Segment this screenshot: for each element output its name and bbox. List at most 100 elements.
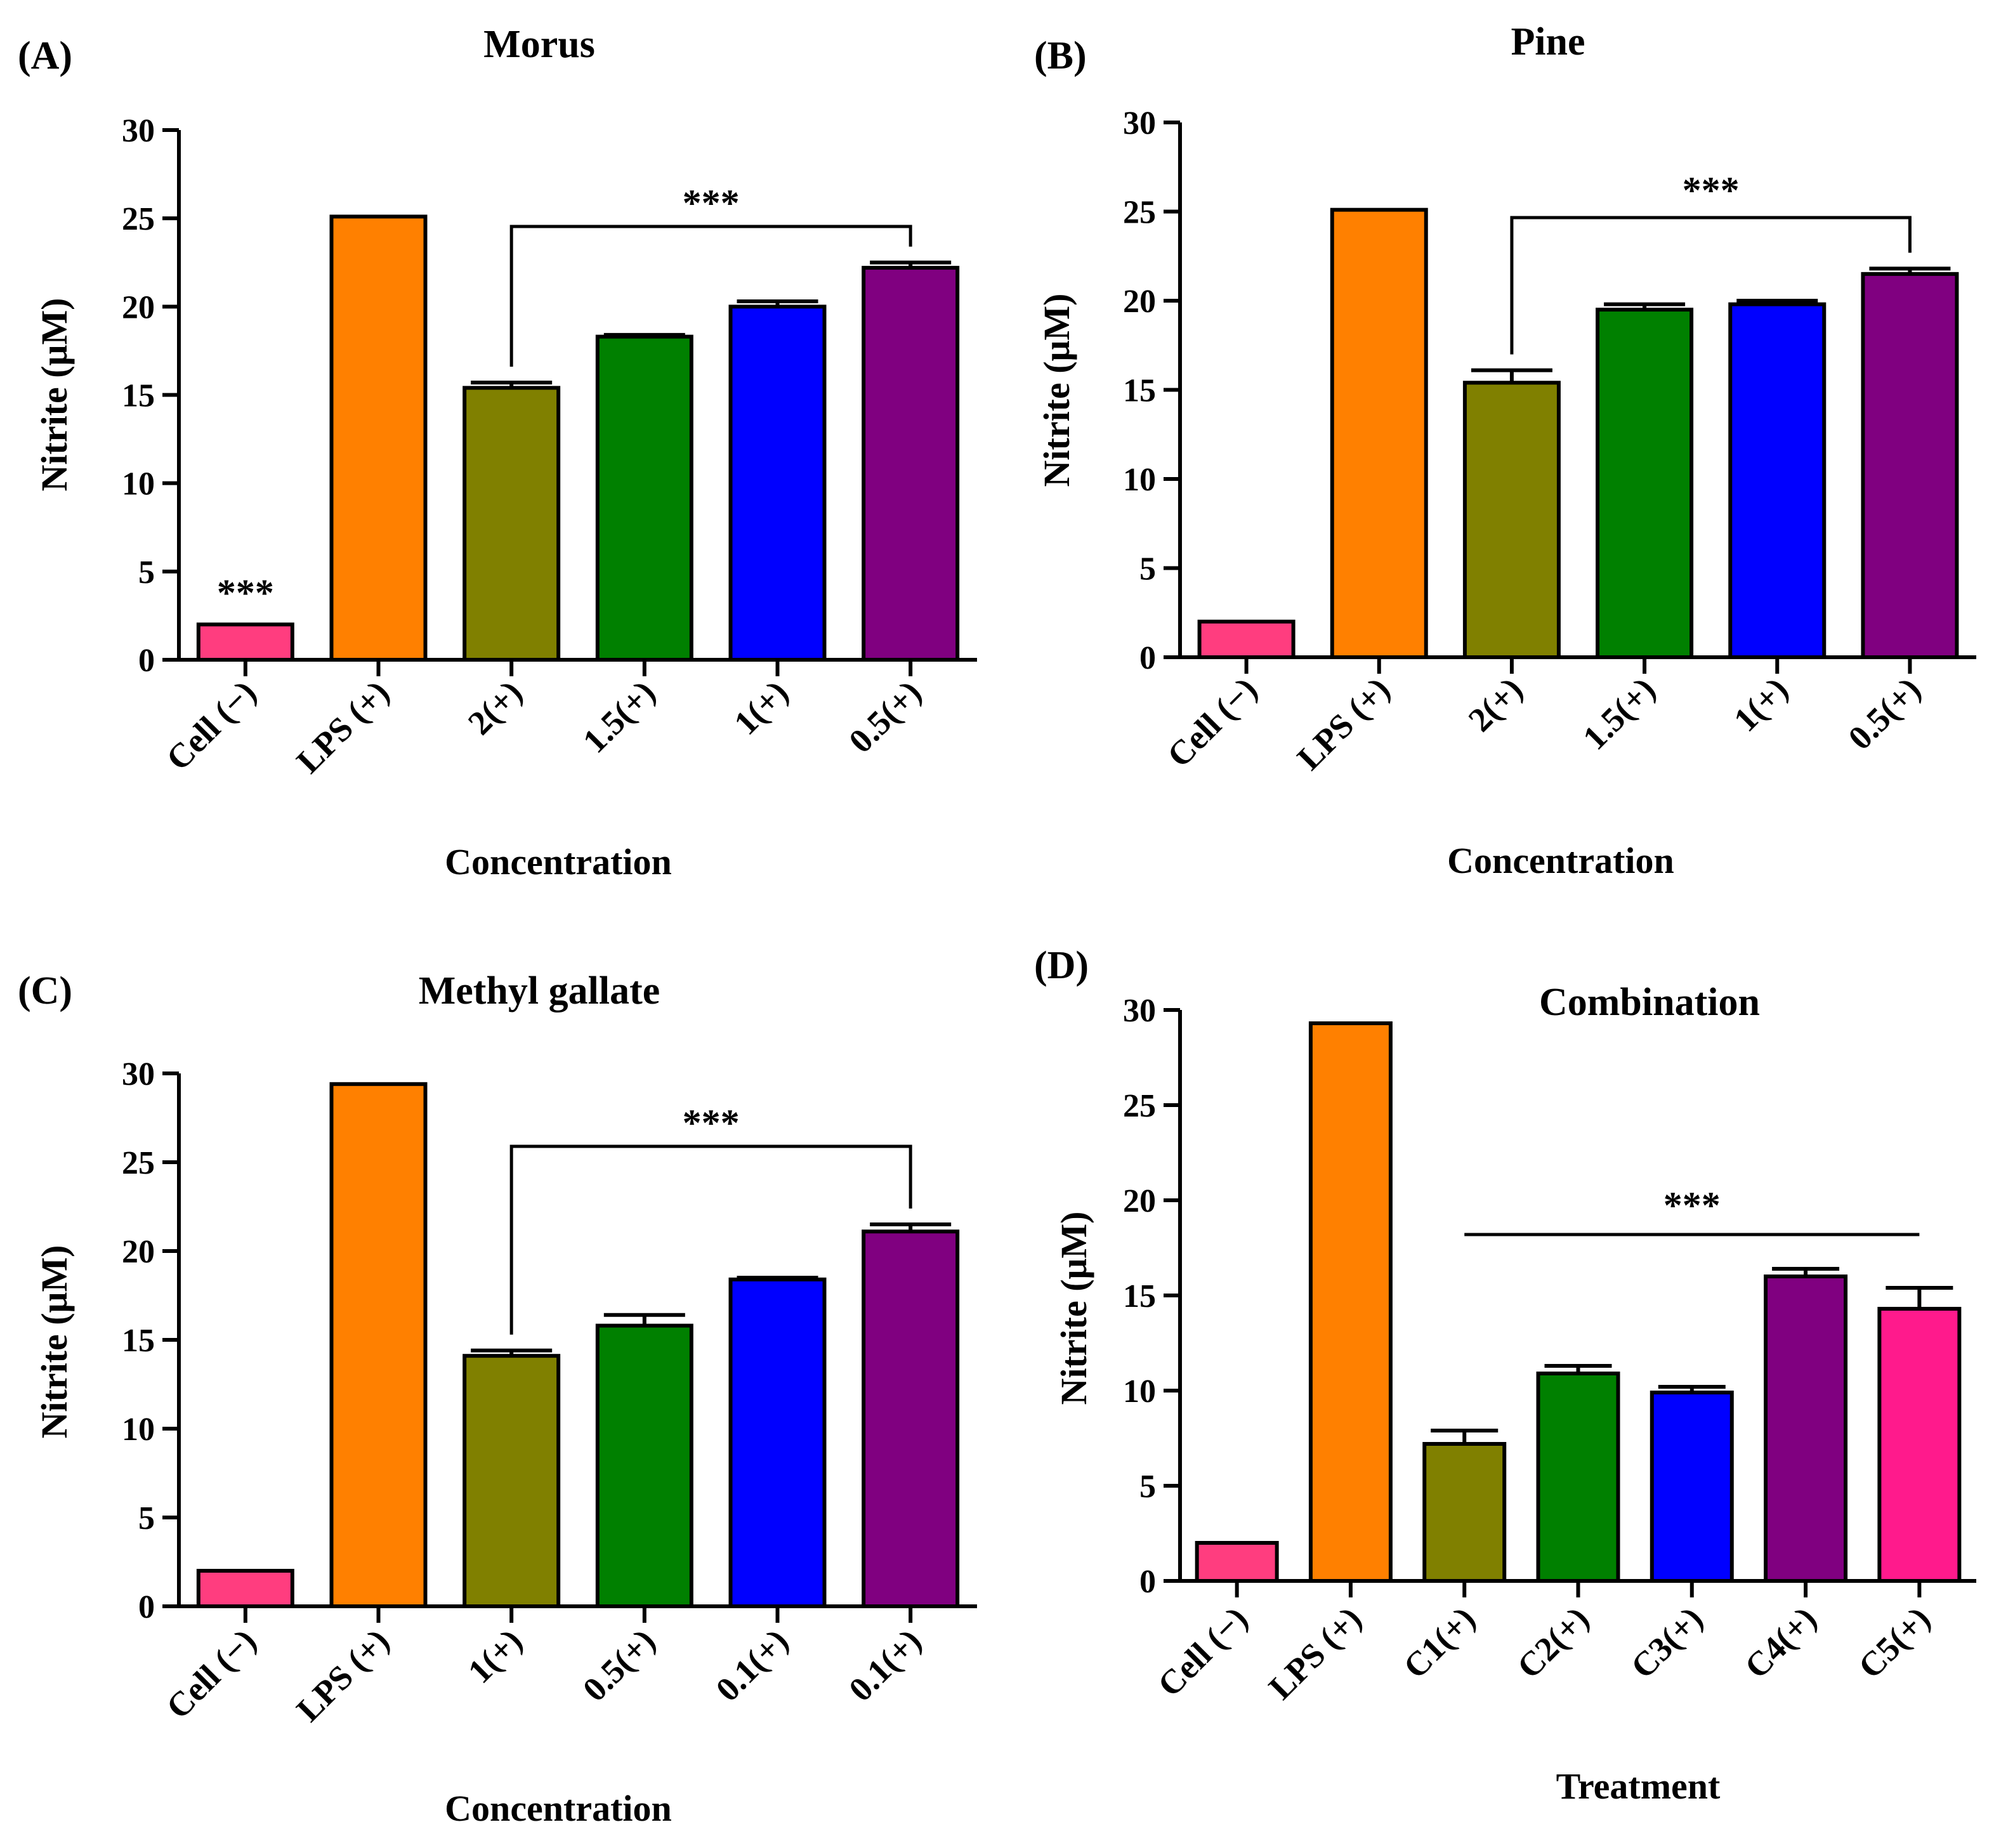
category-label: C5(+)	[1851, 1599, 1938, 1686]
y-tick-label: 5	[138, 1500, 155, 1537]
chart-title: Methyl gallate	[419, 969, 660, 1012]
y-tick-label: 30	[122, 1056, 155, 1092]
category-label: C3(+)	[1624, 1599, 1710, 1686]
bar	[1764, 1275, 1848, 1583]
bar	[595, 1323, 693, 1609]
chart-panel-b: (B) Pine 0 5 10 15 20 25 30 Nitrite (μM) Cell (−) L…	[1034, 20, 1976, 881]
category-label: 0.1(+)	[841, 1622, 928, 1708]
y-tick-label: 20	[122, 289, 155, 325]
category-label: 0.5(+)	[1841, 670, 1928, 757]
bar	[1195, 1541, 1279, 1583]
significance-label: ***	[683, 1102, 740, 1144]
x-axis-title: Concentration	[445, 1788, 672, 1829]
y-tick-label: 0	[138, 643, 155, 679]
category-label: C4(+)	[1737, 1599, 1823, 1686]
category-label: Cell (−)	[1150, 1599, 1255, 1704]
y-tick-label: 10	[122, 466, 155, 502]
panel-label: (A)	[18, 34, 72, 77]
bar	[862, 266, 960, 662]
category-label: 2(+)	[461, 673, 530, 742]
y-axis-title: Nitrite (μM)	[34, 1245, 75, 1439]
y-tick-label: 30	[1123, 105, 1156, 141]
panel-label: (B)	[1034, 34, 1087, 77]
significance-label: ***	[217, 572, 274, 613]
chart-panel-c: (C) Methyl gallate 0 5 10 15 20 25 30 Nitrite (μM…	[18, 969, 977, 1829]
chart-title: Combination	[1539, 981, 1760, 1024]
category-label: LPS (+)	[1290, 670, 1397, 777]
bar	[196, 1569, 294, 1608]
y-tick-label: 10	[1123, 1373, 1156, 1410]
significance-bracket	[509, 1144, 912, 1335]
bar	[1877, 1307, 1962, 1583]
category-label: Cell (−)	[159, 1622, 263, 1726]
y-tick-label: 5	[1139, 551, 1156, 587]
chart-panel-a: (A) Morus 0 5 10 15 20 25 30 Nitrite (μM) Cell (−)…	[18, 23, 977, 882]
bar	[196, 622, 294, 662]
category-label: 1(+)	[461, 1622, 530, 1691]
bar	[1536, 1372, 1620, 1583]
bar	[862, 1229, 960, 1608]
bar	[1462, 381, 1561, 659]
y-tick-label: 25	[1123, 1088, 1156, 1124]
x-axis-title: Concentration	[1447, 840, 1674, 881]
y-tick-label: 25	[1123, 195, 1156, 231]
category-label: 1(+)	[1726, 670, 1795, 739]
category-label: C2(+)	[1510, 1599, 1596, 1686]
significance-bracket	[509, 225, 912, 367]
category-label: 1.5(+)	[575, 673, 662, 760]
bar	[1728, 302, 1827, 659]
y-tick-label: 15	[122, 1323, 155, 1359]
category-label: Cell (−)	[159, 673, 263, 778]
category-label: 2(+)	[1461, 670, 1530, 739]
y-tick-label: 25	[122, 1145, 155, 1181]
y-tick-label: 0	[1139, 1564, 1156, 1600]
y-tick-label: 5	[1139, 1469, 1156, 1505]
y-tick-label: 15	[1123, 373, 1156, 409]
y-tick-label: 10	[1123, 462, 1156, 498]
panel-label: (C)	[18, 969, 72, 1012]
bar	[728, 305, 827, 662]
bar	[1330, 207, 1428, 659]
y-axis-title: Nitrite (μM)	[1053, 1212, 1094, 1405]
category-label: 0.5(+)	[841, 673, 928, 760]
bar	[1596, 308, 1694, 659]
bar	[1650, 1391, 1734, 1583]
bar	[463, 386, 561, 662]
y-tick-label: 0	[1139, 640, 1156, 676]
bar	[329, 214, 428, 662]
y-axis-title: Nitrite (μM)	[34, 298, 75, 492]
bar	[329, 1082, 428, 1609]
category-label: LPS (+)	[289, 673, 397, 780]
y-tick-label: 5	[138, 554, 155, 591]
significance-bracket	[1510, 216, 1912, 355]
bar	[463, 1354, 561, 1608]
category-label: 1.5(+)	[1575, 670, 1662, 757]
y-tick-label: 20	[122, 1234, 155, 1270]
y-tick-label: 10	[122, 1412, 155, 1448]
category-label: Cell (−)	[1160, 670, 1264, 775]
y-tick-label: 20	[1123, 284, 1156, 320]
y-tick-label: 0	[138, 1589, 155, 1625]
bar	[1308, 1021, 1393, 1583]
bar	[1861, 272, 1959, 660]
y-axis-title: Nitrite (μM)	[1036, 294, 1077, 487]
significance-label: ***	[1663, 1184, 1721, 1226]
x-axis-title: Treatment	[1556, 1766, 1721, 1807]
significance-label: ***	[1683, 169, 1740, 211]
category-label: LPS (+)	[1261, 1599, 1368, 1707]
category-label: 1(+)	[726, 673, 796, 742]
x-axis-title: Concentration	[445, 841, 672, 882]
chart-title: Pine	[1511, 20, 1585, 63]
panel-label: (D)	[1034, 944, 1089, 987]
y-tick-label: 30	[122, 113, 155, 149]
category-label: C1(+)	[1396, 1599, 1482, 1686]
y-tick-label: 30	[1123, 993, 1156, 1029]
y-tick-label: 25	[122, 201, 155, 237]
y-tick-label: 15	[122, 378, 155, 414]
category-label: 0.1(+)	[709, 1622, 796, 1708]
bar	[1422, 1442, 1507, 1583]
bar	[1197, 619, 1296, 659]
significance-label: ***	[683, 182, 740, 224]
chart-panel-d: (D) Combination 0 5 10 15 20 25 30 Nitrite (μM) Ce…	[1034, 944, 1976, 1807]
